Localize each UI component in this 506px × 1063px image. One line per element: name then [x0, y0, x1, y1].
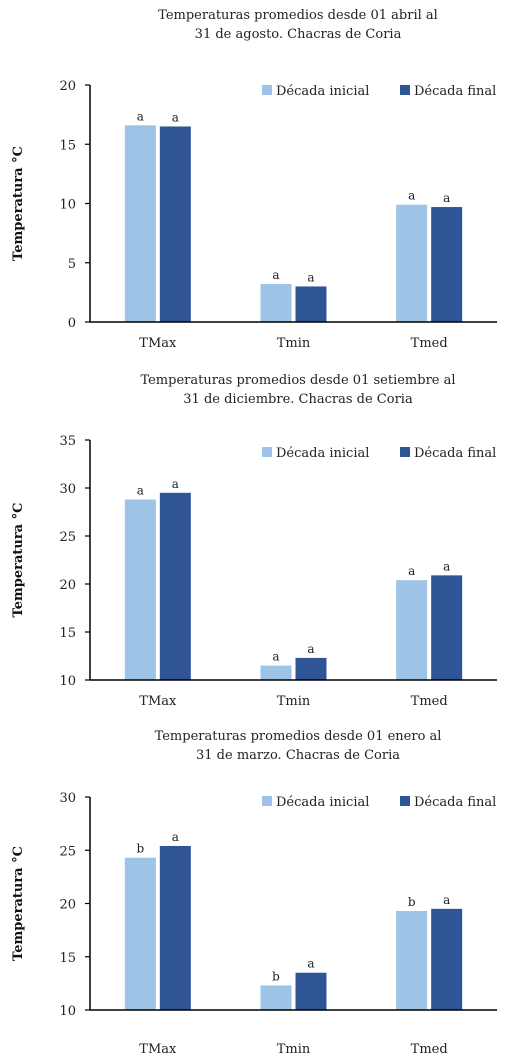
y-tick-label: 20 — [59, 578, 76, 593]
bar-final-tmax — [159, 126, 191, 322]
legend-label-inicial: Década inicial — [276, 84, 369, 99]
legend-swatch-final — [400, 796, 410, 806]
bar-final-tmed — [431, 207, 463, 322]
legend-swatch-inicial — [262, 796, 272, 806]
bar-inicial-tmax — [124, 499, 156, 680]
bar-final-tmin — [295, 286, 327, 322]
legend-label-inicial: Década inicial — [276, 795, 369, 810]
legend-label-inicial: Década inicial — [276, 446, 369, 461]
legend-swatch-final — [400, 85, 410, 95]
bar-final-tmed — [431, 575, 463, 680]
x-category-label: TMax — [139, 694, 177, 709]
x-category-label: Tmed — [411, 694, 448, 709]
x-category-label: Tmin — [277, 694, 311, 709]
y-tick-label: 35 — [59, 434, 76, 449]
chart-title-line: Temperaturas promedios desde 01 setiembr… — [140, 373, 455, 388]
bar-data-label: a — [307, 270, 314, 284]
bar-data-label: b — [272, 970, 280, 984]
x-category-label: Tmin — [277, 1042, 311, 1057]
x-category-label: Tmin — [277, 336, 311, 351]
chart-title-line: 31 de marzo. Chacras de Coria — [196, 748, 400, 763]
chart-title-line: 31 de diciembre. Chacras de Coria — [183, 392, 413, 407]
bar-final-tmax — [159, 492, 191, 680]
y-tick-label: 5 — [68, 257, 76, 272]
y-axis-label: Temperatura °C — [11, 146, 26, 261]
bar-data-label: b — [408, 895, 416, 909]
bar-data-label: a — [137, 109, 144, 123]
y-tick-label: 30 — [59, 791, 76, 806]
legend-label-final: Década final — [414, 795, 496, 810]
x-category-label: TMax — [139, 336, 177, 351]
y-tick-label: 15 — [59, 138, 76, 153]
bar-inicial-tmed — [396, 580, 428, 680]
bar-data-label: b — [136, 842, 144, 856]
y-tick-label: 0 — [68, 316, 76, 331]
bar-data-label: a — [443, 191, 450, 205]
y-tick-label: 20 — [59, 79, 76, 94]
y-tick-label: 10 — [59, 1004, 76, 1019]
bar-data-label: a — [172, 830, 179, 844]
bar-inicial-tmed — [396, 204, 428, 322]
y-tick-label: 25 — [59, 844, 76, 859]
x-category-label: Tmed — [411, 1042, 448, 1057]
bar-data-label: a — [443, 559, 450, 573]
y-tick-label: 10 — [59, 198, 76, 213]
legend-swatch-inicial — [262, 85, 272, 95]
bar-final-tmed — [431, 908, 463, 1010]
x-category-label: Tmed — [411, 336, 448, 351]
legend-swatch-final — [400, 447, 410, 457]
bar-data-label: a — [443, 893, 450, 907]
y-tick-label: 20 — [59, 898, 76, 913]
bar-data-label: a — [172, 477, 179, 491]
bar-chart-2: Temperaturas promedios desde 01 setiembr… — [11, 373, 497, 709]
chart-panel-2: Temperaturas promedios desde 01 setiembr… — [0, 365, 506, 720]
legend-label-final: Década final — [414, 84, 496, 99]
bar-inicial-tmin — [260, 665, 292, 680]
bar-data-label: a — [408, 189, 415, 203]
bar-data-label: a — [408, 564, 415, 578]
bar-data-label: a — [307, 642, 314, 656]
bar-data-label: a — [137, 484, 144, 498]
bar-inicial-tmed — [396, 910, 428, 1010]
bar-inicial-tmin — [260, 985, 292, 1010]
y-axis-label: Temperatura °C — [11, 846, 26, 961]
x-category-label: TMax — [139, 1042, 177, 1057]
chart-panel-1: Temperaturas promedios desde 01 abril al… — [0, 0, 506, 365]
bar-data-label: a — [272, 650, 279, 664]
bar-data-label: a — [172, 110, 179, 124]
chart-title-line: 31 de agosto. Chacras de Coria — [195, 27, 402, 42]
bar-inicial-tmax — [124, 125, 156, 322]
bar-data-label: a — [307, 957, 314, 971]
bar-chart-3: Temperaturas promedios desde 01 enero al… — [11, 729, 497, 1057]
chart-panel-3: Temperaturas promedios desde 01 enero al… — [0, 720, 506, 1063]
bar-inicial-tmax — [124, 857, 156, 1010]
y-axis-label: Temperatura °C — [11, 503, 26, 618]
y-tick-label: 10 — [59, 674, 76, 689]
legend-label-final: Década final — [414, 446, 496, 461]
chart-title-line: Temperaturas promedios desde 01 enero al — [155, 729, 442, 744]
bar-chart-1: Temperaturas promedios desde 01 abril al… — [11, 8, 497, 351]
bar-final-tmax — [159, 845, 191, 1010]
bar-data-label: a — [272, 268, 279, 282]
y-tick-label: 15 — [59, 626, 76, 641]
y-tick-label: 25 — [59, 530, 76, 545]
legend-swatch-inicial — [262, 447, 272, 457]
bar-inicial-tmin — [260, 284, 292, 322]
y-tick-label: 15 — [59, 951, 76, 966]
chart-title-line: Temperaturas promedios desde 01 abril al — [158, 8, 438, 23]
y-tick-label: 30 — [59, 482, 76, 497]
bar-final-tmin — [295, 972, 327, 1010]
bar-final-tmin — [295, 657, 327, 680]
